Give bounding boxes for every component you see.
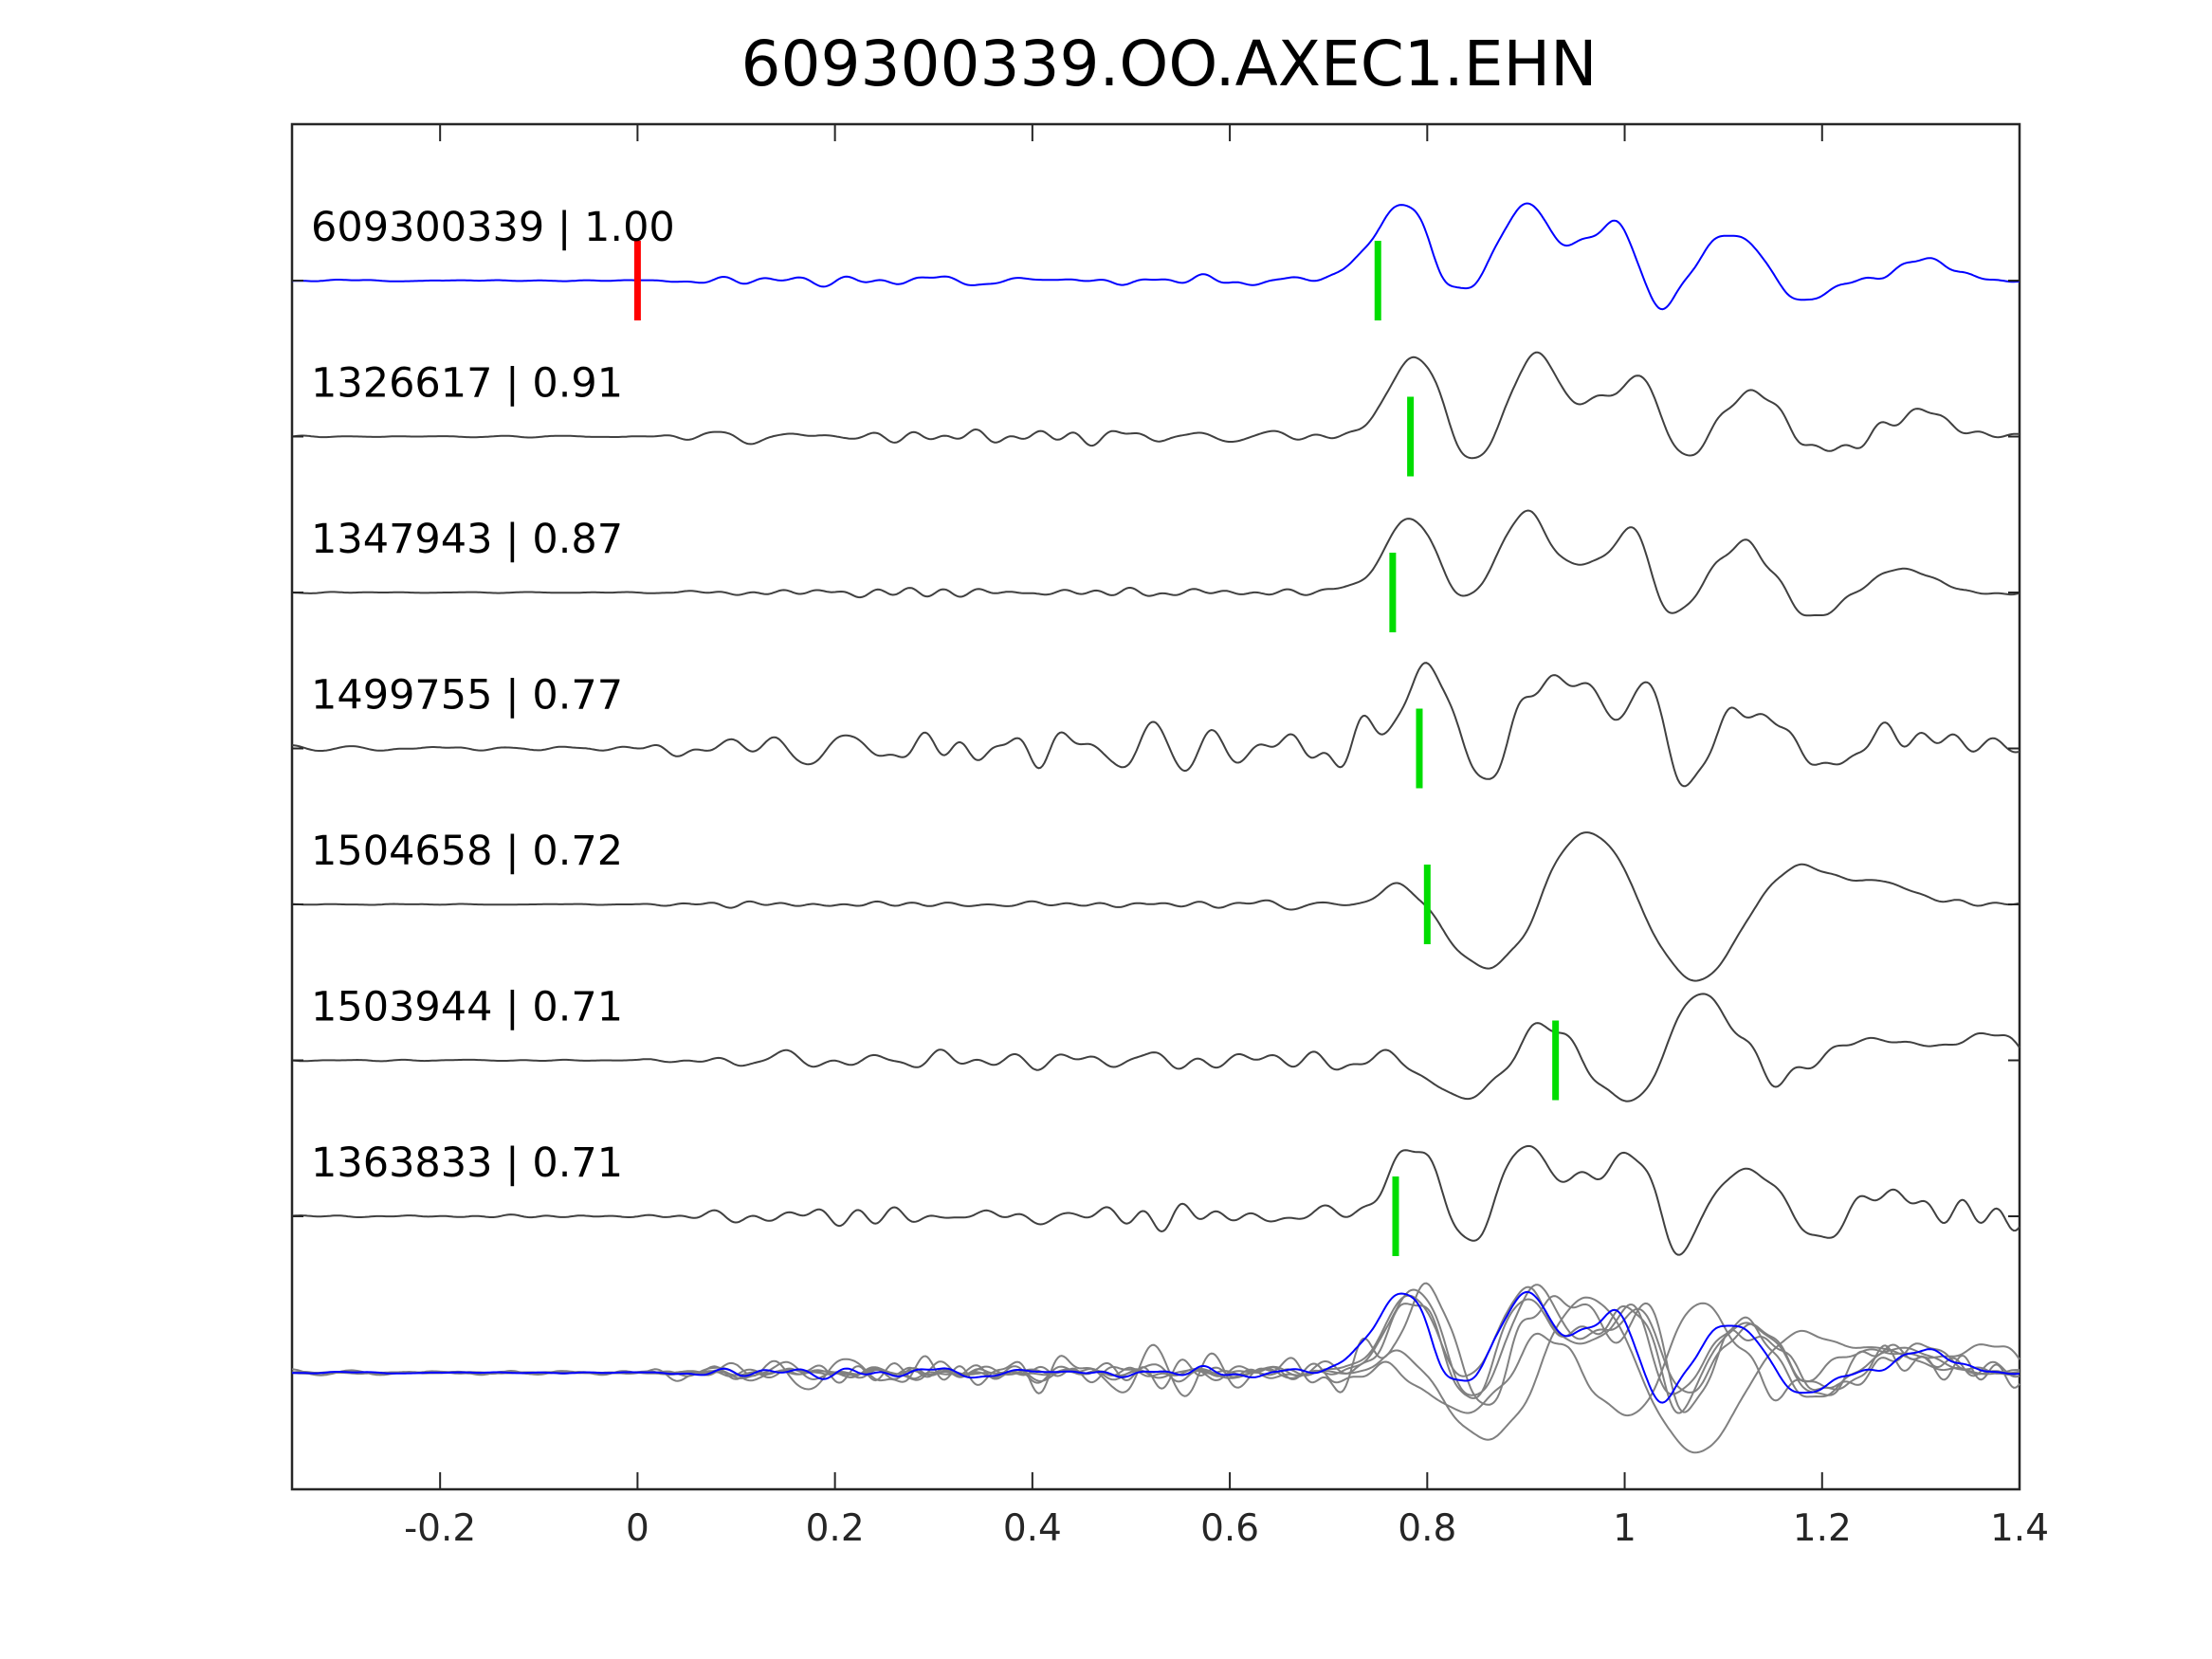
trace-1504658 — [292, 831, 2020, 982]
x-tick-label: 0 — [626, 1507, 649, 1550]
plot-area — [290, 122, 2021, 1491]
trace-1499755 — [291, 662, 2020, 788]
labels-layer: 609300339 | 1.00 1326617 | 0.91 1347943 | … — [311, 204, 675, 1187]
x-tick-label: 0.2 — [806, 1507, 865, 1550]
x-tick-label: 0.4 — [1003, 1507, 1062, 1550]
overlay-trace-609300339 — [291, 1290, 2020, 1404]
trace-1503944 — [291, 993, 2020, 1103]
x-axis-ticks: -0.2 0 0.2 0.4 0.6 0.8 1 1.2 1.4 — [292, 124, 2049, 1550]
overlay-layer — [291, 1282, 2020, 1454]
trace-label-609300339: 609300339 | 1.00 — [311, 204, 675, 251]
trace-1326617 — [291, 351, 2020, 460]
x-tick-label: 1.4 — [1990, 1507, 2049, 1550]
trace-label-1326617: 1326617 | 0.91 — [311, 360, 623, 408]
x-tick-label: -0.2 — [404, 1507, 476, 1550]
trace-609300339 — [291, 202, 2020, 311]
trace-label-1347943: 1347943 | 0.87 — [311, 516, 623, 563]
x-tick-label: 1.2 — [1793, 1507, 1852, 1550]
trace-label-1504658: 1504658 | 0.72 — [311, 828, 623, 875]
trace-1347943 — [292, 509, 2020, 617]
trace-label-1503944: 1503944 | 0.71 — [311, 984, 623, 1031]
axes-box — [290, 122, 2021, 1491]
x-tick-label: 0.8 — [1398, 1507, 1456, 1550]
x-tick-label: 0.6 — [1200, 1507, 1259, 1550]
markers-layer — [633, 241, 1560, 1256]
trace-1363833 — [291, 1144, 2020, 1256]
trace-label-1499755: 1499755 | 0.77 — [311, 672, 623, 720]
x-tick-label: 1 — [1613, 1507, 1636, 1550]
chart-title: 609300339.OO.AXEC1.EHN — [741, 27, 1598, 100]
trace-label-1363833: 1363833 | 0.71 — [311, 1139, 623, 1187]
traces-layer — [291, 202, 2020, 1256]
